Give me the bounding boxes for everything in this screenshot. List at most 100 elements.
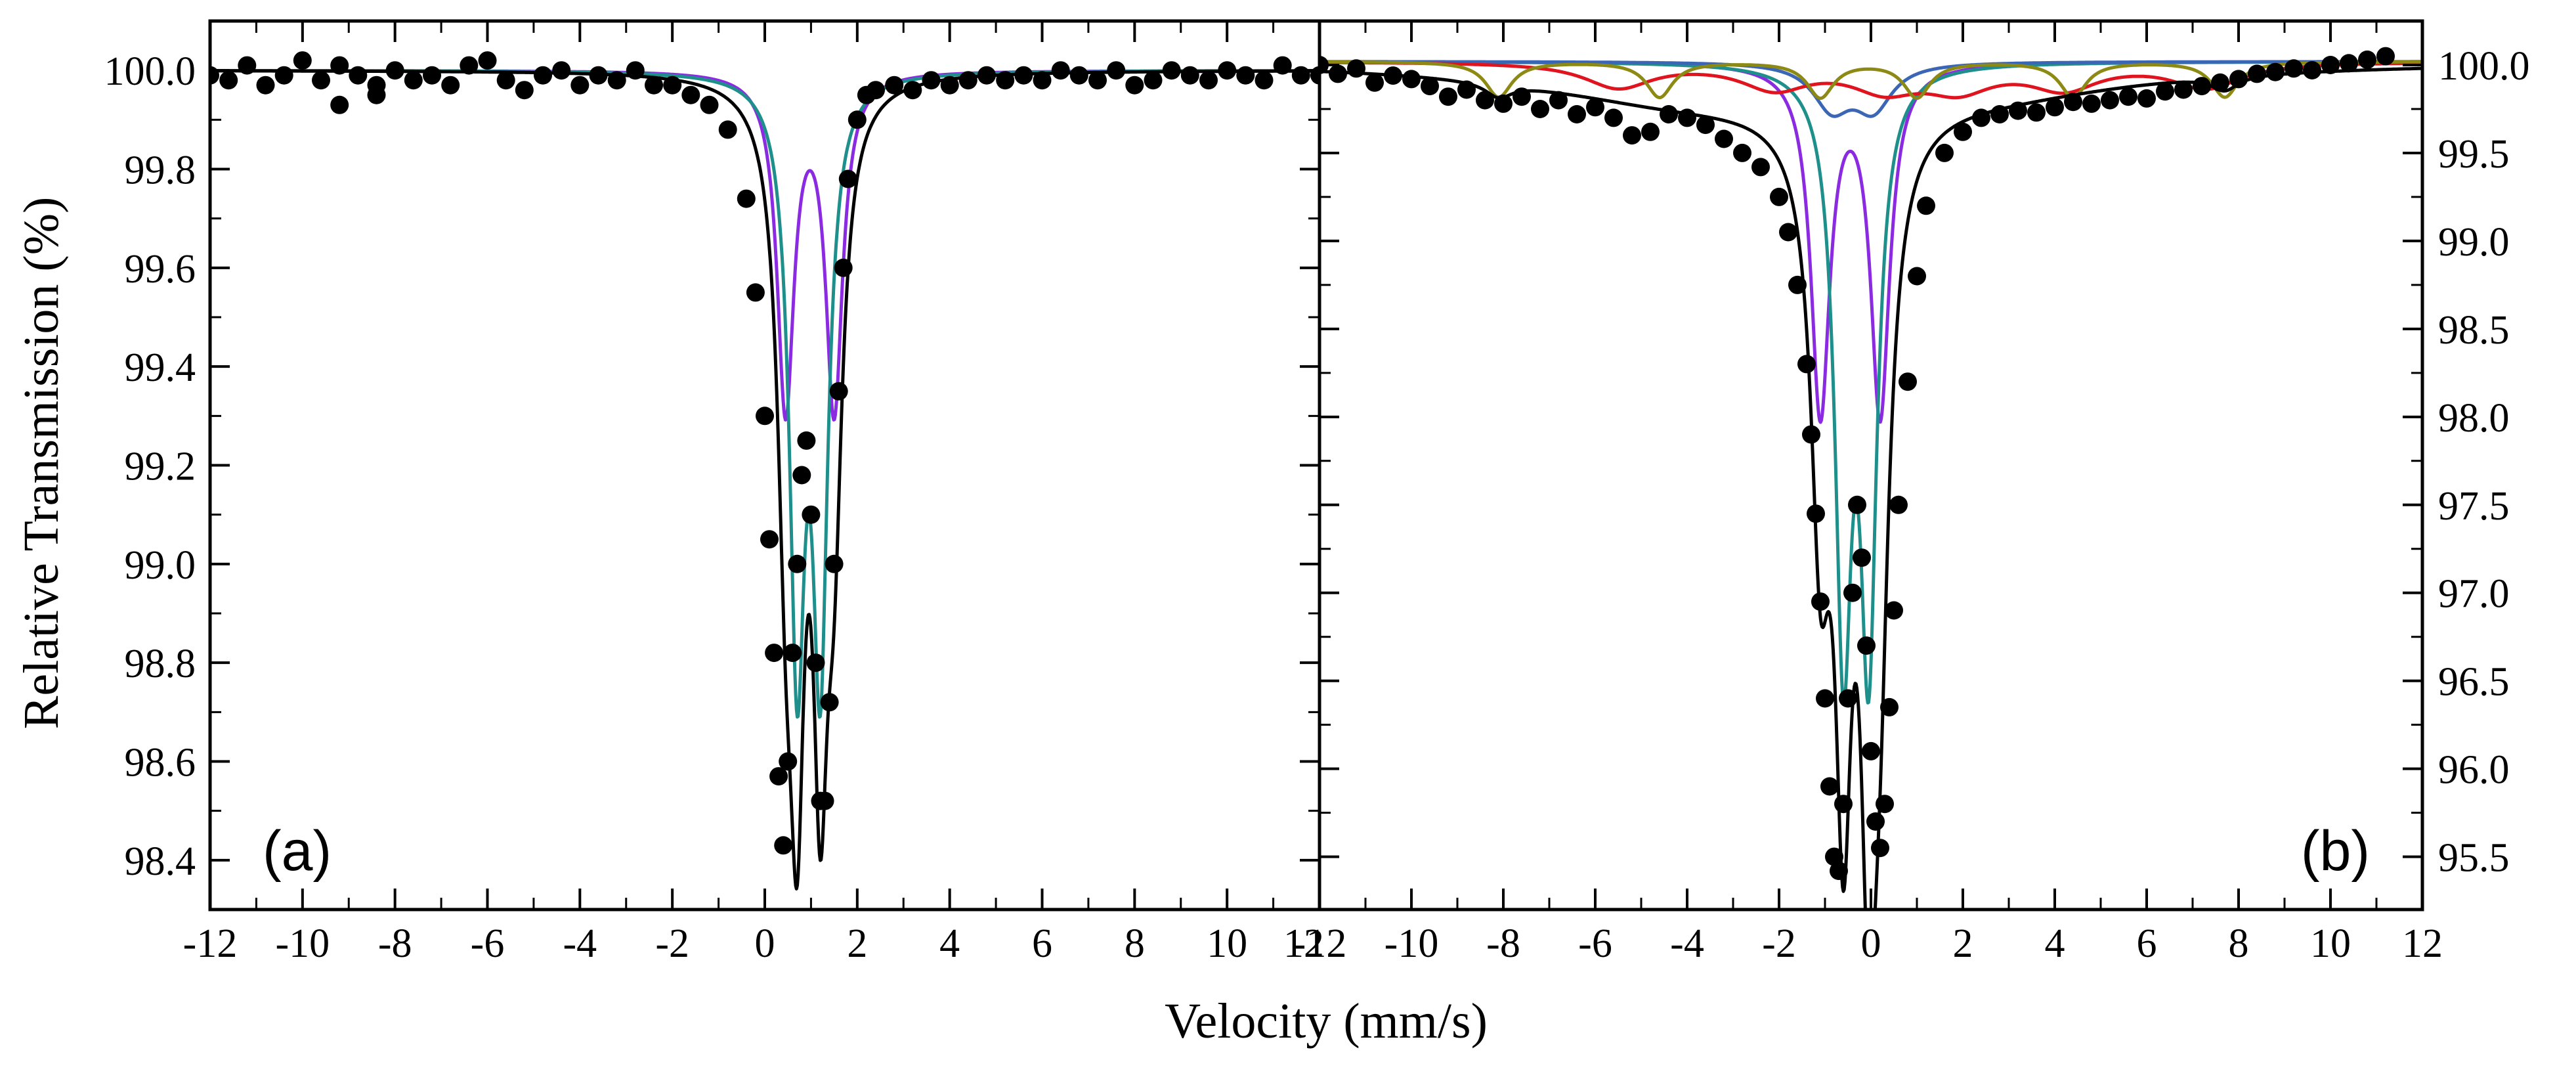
data-point bbox=[1802, 425, 1820, 444]
data-point bbox=[977, 66, 996, 85]
y-tick-label: 99.5 bbox=[2438, 132, 2510, 177]
data-point bbox=[349, 66, 368, 85]
data-point bbox=[1811, 592, 1830, 611]
data-point bbox=[958, 71, 977, 90]
data-point bbox=[2101, 91, 2119, 110]
data-point bbox=[2046, 98, 2064, 117]
data-point bbox=[552, 61, 571, 80]
data-point bbox=[1476, 91, 1494, 110]
data-point bbox=[922, 71, 941, 90]
x-tick-label: 8 bbox=[2229, 921, 2249, 966]
data-point bbox=[607, 71, 626, 90]
panel-b: -12 -10 -8 -6 -4 -2 0 2 4 6 8 10 1295.596.096.597.09… bbox=[1293, 19, 2530, 966]
data-point bbox=[1069, 66, 1088, 85]
x-tick-label: -4 bbox=[563, 921, 597, 966]
data-point bbox=[1568, 105, 1586, 123]
y-tick-label: 96.0 bbox=[2438, 748, 2510, 793]
data-point bbox=[737, 189, 756, 208]
data-point bbox=[2376, 47, 2395, 66]
x-tick-label: 4 bbox=[939, 921, 960, 966]
data-point bbox=[1255, 71, 1274, 90]
data-point bbox=[792, 466, 811, 485]
data-point bbox=[834, 258, 853, 277]
data-point bbox=[1830, 862, 1848, 881]
data-point bbox=[2211, 73, 2229, 92]
data-point bbox=[1494, 94, 1513, 113]
data-point bbox=[2248, 64, 2266, 83]
data-point bbox=[441, 76, 460, 95]
data-point bbox=[2358, 50, 2376, 69]
data-point bbox=[760, 530, 779, 549]
data-point bbox=[1678, 108, 1696, 127]
x-tick-label: -6 bbox=[471, 921, 505, 966]
data-point bbox=[404, 71, 423, 90]
x-tick-label: 6 bbox=[1032, 921, 1052, 966]
y-axis: 95.5 96.0 96.5 97.0 97.5 98.0 98.5 99.0 99.5 100.… bbox=[1320, 44, 2530, 881]
data-point bbox=[2321, 56, 2340, 74]
x-tick-label: -4 bbox=[1670, 921, 1704, 966]
x-tick-label: 4 bbox=[2045, 921, 2065, 966]
data-point bbox=[274, 66, 293, 85]
data-point bbox=[1839, 689, 1857, 708]
data-point bbox=[829, 382, 848, 401]
y-tick-label: 100.0 bbox=[104, 49, 196, 94]
data-point bbox=[238, 56, 257, 75]
data-point bbox=[1820, 777, 1839, 796]
data-point bbox=[1439, 87, 1457, 106]
data-point bbox=[1788, 275, 1807, 294]
data-point bbox=[1889, 495, 1908, 514]
data-point bbox=[2303, 61, 2321, 79]
data-point bbox=[681, 85, 700, 104]
data-point bbox=[2266, 62, 2285, 81]
data-point bbox=[825, 554, 844, 573]
y-tick-label: 98.5 bbox=[2438, 308, 2510, 353]
data-point bbox=[1954, 122, 1972, 141]
data-point bbox=[1972, 108, 1990, 127]
x-tick-label: 2 bbox=[1953, 921, 1973, 966]
data-point bbox=[1347, 59, 1365, 78]
data-point bbox=[1236, 66, 1255, 85]
y-tick-label: 100.0 bbox=[2438, 44, 2530, 89]
data-point bbox=[1162, 61, 1181, 80]
data-point bbox=[797, 431, 816, 450]
data-point bbox=[534, 66, 552, 85]
data-point bbox=[1715, 129, 1733, 148]
data-point bbox=[1088, 71, 1107, 90]
x-tick-label: 2 bbox=[847, 921, 867, 966]
x-tick-label: -2 bbox=[1762, 921, 1796, 966]
panel-a: -12 -10 -8 -6 -4 -2 0 2 4 6 8 10 1298.498.698.899.09… bbox=[104, 19, 1324, 966]
y-tick-label: 99.0 bbox=[125, 543, 196, 588]
data-point bbox=[1329, 64, 1347, 83]
data-point bbox=[1807, 504, 1825, 523]
x-tick-label: -6 bbox=[1578, 921, 1612, 966]
data-point bbox=[1825, 847, 1843, 866]
data-point bbox=[515, 81, 534, 100]
data-point bbox=[312, 71, 330, 90]
x-tick-label: 6 bbox=[2137, 921, 2157, 966]
data-point bbox=[996, 71, 1015, 90]
data-point bbox=[885, 76, 904, 95]
component-doublet-blue-line bbox=[1320, 60, 2422, 118]
data-point bbox=[423, 66, 441, 85]
x-tick-label: 12 bbox=[2402, 921, 2443, 966]
data-point bbox=[1384, 66, 1402, 85]
x-tick-label: -2 bbox=[655, 921, 689, 966]
data-point bbox=[663, 76, 682, 95]
x-axis: -12 -10 -8 -6 -4 -2 0 2 4 6 8 10 12 bbox=[183, 21, 1324, 966]
data-point bbox=[820, 693, 839, 712]
data-point bbox=[1660, 105, 1678, 123]
data-point bbox=[478, 51, 497, 70]
data-point bbox=[626, 61, 645, 80]
data-point bbox=[2229, 70, 2248, 89]
y-tick-label: 98.0 bbox=[2438, 396, 2510, 441]
x-tick-label: -12 bbox=[1293, 921, 1347, 966]
data-point bbox=[256, 76, 275, 95]
data-point bbox=[1853, 548, 1871, 567]
x-tick-label: -8 bbox=[378, 921, 412, 966]
x-tick-label: 0 bbox=[1861, 921, 1881, 966]
data-point bbox=[293, 51, 312, 70]
data-point bbox=[1862, 741, 1880, 760]
data-point bbox=[838, 169, 857, 188]
data-point bbox=[867, 81, 885, 100]
